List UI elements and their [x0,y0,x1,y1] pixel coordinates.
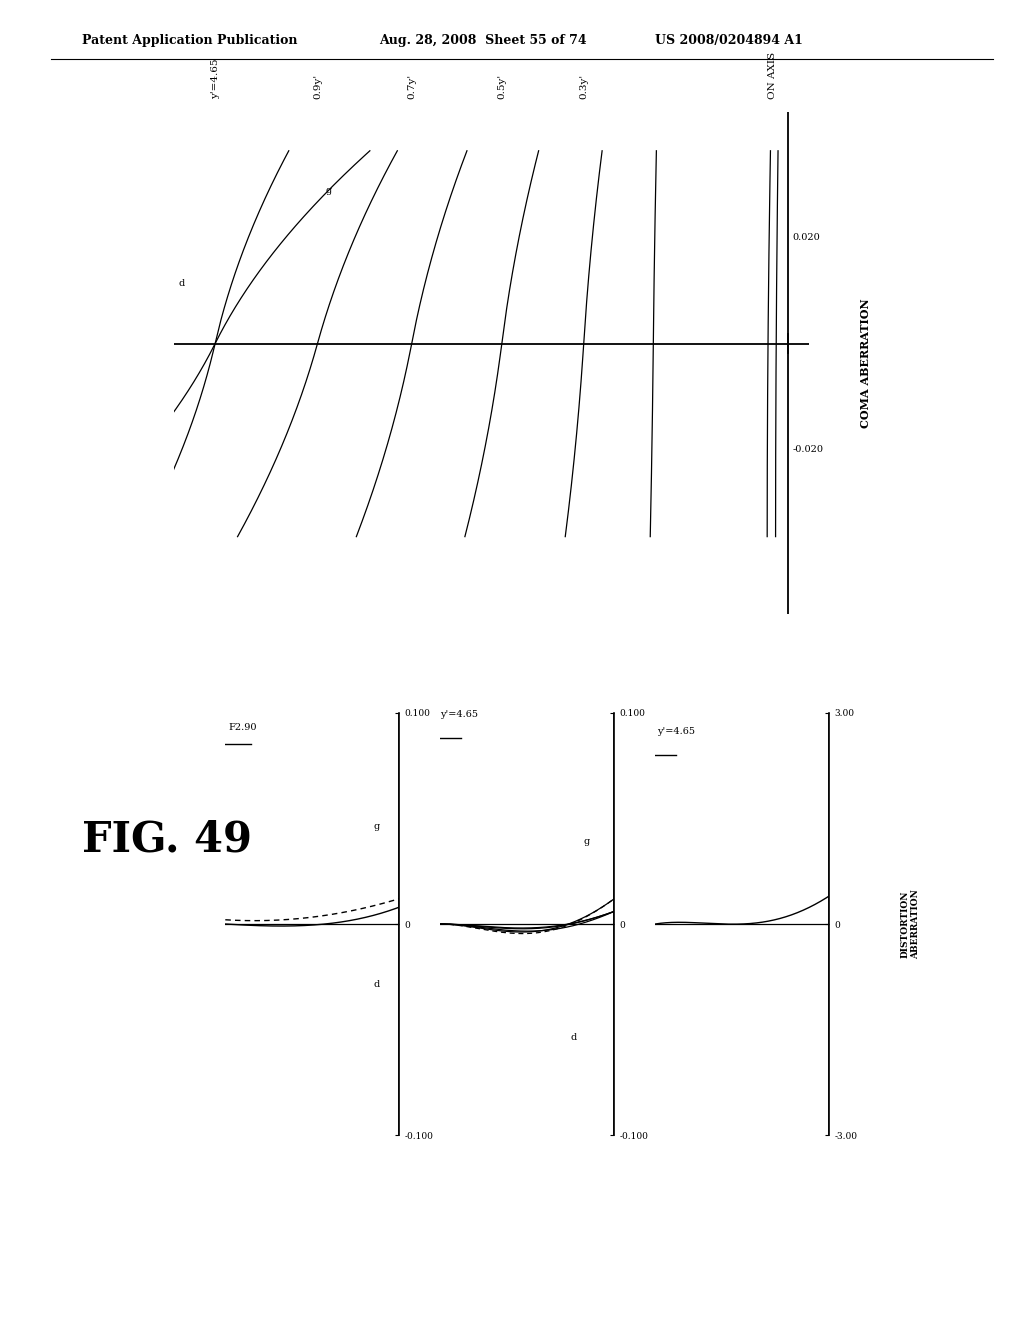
Text: 0.5y': 0.5y' [498,74,506,99]
Text: g: g [583,837,590,846]
Text: US 2008/0204894 A1: US 2008/0204894 A1 [655,33,803,46]
Text: 0.9y': 0.9y' [313,74,322,99]
Text: y'=4.65: y'=4.65 [211,58,219,99]
Text: -0.020: -0.020 [793,445,823,454]
Y-axis label: ASTIGMATISM: ASTIGMATISM [696,886,706,962]
Text: COMA ABERRATION: COMA ABERRATION [860,298,870,428]
Y-axis label: SPHERICAL
ABERRATION: SPHERICAL ABERRATION [476,890,496,958]
Y-axis label: DISTORTION
ABERRATION: DISTORTION ABERRATION [900,890,920,958]
Text: FIG. 49: FIG. 49 [82,818,252,861]
Text: g: g [326,186,332,195]
Text: y'=4.65: y'=4.65 [440,710,478,719]
Text: ON AXIS: ON AXIS [768,51,776,99]
Text: Patent Application Publication: Patent Application Publication [82,33,297,46]
Text: Aug. 28, 2008  Sheet 55 of 74: Aug. 28, 2008 Sheet 55 of 74 [379,33,587,46]
Text: F2.90: F2.90 [228,722,257,731]
Text: 0.020: 0.020 [793,234,820,242]
Text: g: g [374,822,380,832]
Text: 0.7y': 0.7y' [408,74,416,99]
Text: y'=4.65: y'=4.65 [657,727,695,737]
Text: d: d [374,981,380,990]
Text: d: d [178,279,184,288]
Text: 0.3y': 0.3y' [580,74,588,99]
Text: d: d [571,1034,578,1043]
